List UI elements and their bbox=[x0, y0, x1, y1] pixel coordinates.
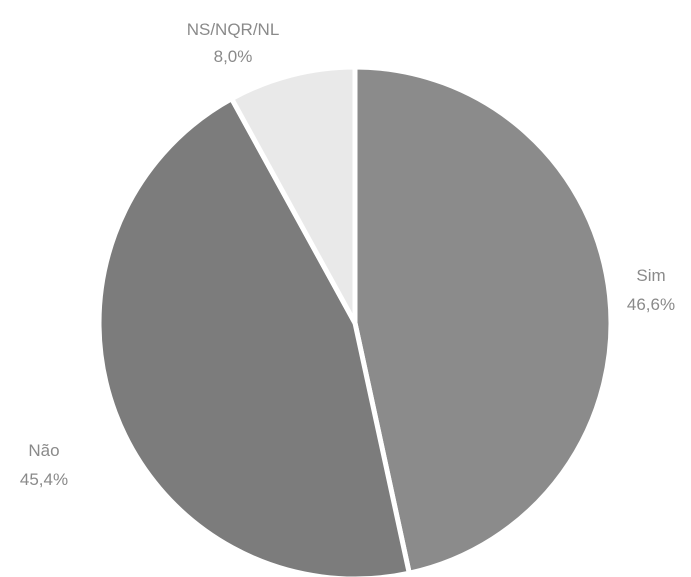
slice-label-nao: Não 45,4% bbox=[20, 441, 68, 489]
slice-label-sim-value: 46,6% bbox=[627, 295, 675, 314]
pie-slice-nao bbox=[96, 95, 413, 577]
pie-slices bbox=[96, 64, 614, 577]
slice-label-sim: Sim 46,6% bbox=[627, 266, 675, 314]
pie-slice-ns bbox=[228, 64, 358, 325]
pie-slice-sim bbox=[352, 64, 614, 577]
slice-label-ns-value: 8,0% bbox=[214, 47, 253, 66]
slice-label-nao-name: Não bbox=[28, 441, 59, 460]
slice-label-sim-name: Sim bbox=[636, 266, 665, 285]
slice-label-nao-value: 45,4% bbox=[20, 470, 68, 489]
slice-label-ns: NS/NQR/NL 8,0% bbox=[187, 20, 280, 66]
slice-label-ns-name: NS/NQR/NL bbox=[187, 20, 280, 39]
